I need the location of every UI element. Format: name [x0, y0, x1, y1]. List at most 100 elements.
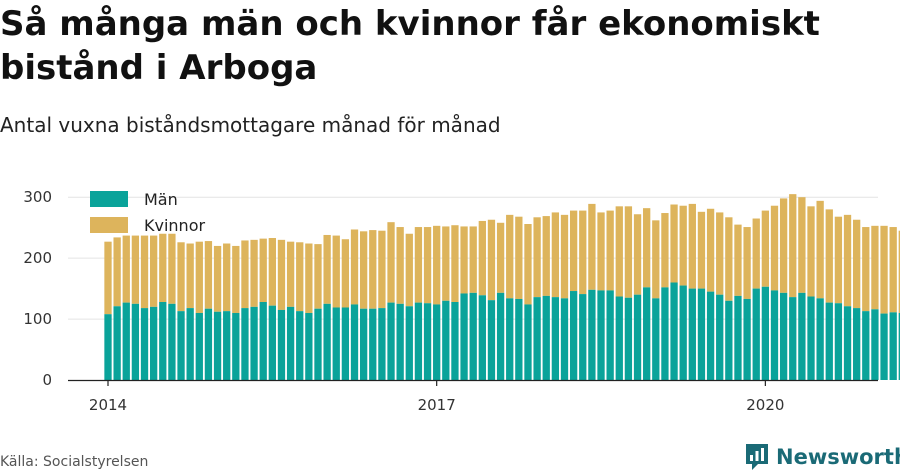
bar-kvinnor [515, 216, 523, 299]
bar-man [606, 290, 614, 380]
bar-man [770, 290, 779, 380]
bar-man [250, 306, 258, 380]
bar-kvinnor [177, 242, 185, 312]
bar-kvinnor [405, 233, 413, 307]
bar-kvinnor [451, 225, 459, 302]
bar-man [396, 303, 404, 380]
bar-man [350, 304, 359, 380]
bar-man [433, 304, 441, 380]
bar-man [150, 306, 158, 380]
bar-kvinnor [524, 224, 532, 305]
bar-man [387, 302, 395, 380]
bar-man [131, 303, 140, 380]
bar-kvinnor [442, 226, 450, 301]
brand-name: Newsworthy [776, 445, 900, 469]
y-tick-label: 300 [23, 188, 52, 206]
bar-kvinnor [779, 198, 788, 293]
bar-man [706, 291, 715, 380]
bar-man [789, 297, 797, 380]
bar-kvinnor [761, 210, 770, 287]
bar-kvinnor [743, 227, 751, 299]
bar-kvinnor [496, 222, 505, 293]
bar-kvinnor [843, 214, 852, 307]
bar-man [853, 308, 861, 380]
bar-kvinnor [560, 214, 569, 299]
bar-kvinnor [359, 231, 368, 309]
bar-man [186, 308, 194, 380]
bar-kvinnor [150, 235, 158, 307]
bar-kvinnor [880, 225, 888, 314]
x-tick-label: 2014 [89, 396, 127, 414]
bar-kvinnor [277, 239, 286, 310]
bar-man [725, 300, 733, 380]
chart-subtitle: Antal vuxna biståndsmottagare månad för … [0, 113, 501, 137]
bar-man [213, 311, 222, 380]
bar-kvinnor [241, 240, 249, 309]
bar-man [716, 294, 724, 380]
legend-swatch-men [90, 191, 128, 207]
bar-man [697, 288, 706, 380]
bar-kvinnor [862, 227, 870, 312]
bar-kvinnor [232, 245, 240, 313]
bar-man [341, 307, 350, 380]
newsworthy-logo[interactable]: Newsworthy [744, 440, 900, 474]
bar-man [259, 302, 267, 380]
bar-kvinnor [250, 239, 258, 307]
bar-man [560, 298, 569, 380]
bar-man [871, 309, 879, 380]
x-tick-label: 2020 [746, 396, 784, 414]
bar-kvinnor [597, 212, 605, 291]
bar-man [323, 303, 331, 380]
bar-man [633, 294, 642, 380]
bar-kvinnor [268, 238, 276, 306]
bar-kvinnor [487, 219, 496, 301]
bar-kvinnor [414, 227, 423, 303]
y-tick-label: 100 [23, 310, 52, 328]
bar-kvinnor [113, 237, 121, 307]
bar-kvinnor [889, 227, 897, 313]
bar-kvinnor [871, 225, 879, 310]
bar-kvinnor [369, 230, 377, 309]
bar-man [779, 292, 788, 380]
bar-kvinnor [706, 208, 715, 292]
newsworthy-logo-icon [746, 444, 768, 470]
bar-man [515, 298, 523, 380]
bar-man [524, 304, 532, 380]
bar-kvinnor [533, 217, 541, 298]
bar-man [442, 300, 450, 380]
bar-kvinnor [314, 244, 322, 309]
bar-man [615, 296, 623, 380]
bar-man [487, 300, 496, 380]
bar-kvinnor [341, 239, 350, 308]
bar-man [469, 292, 477, 380]
bar-kvinnor [661, 213, 669, 288]
x-axis: 2014201720202022 [68, 379, 878, 414]
bar-man [140, 308, 149, 380]
bar-man [889, 312, 897, 380]
bar-man [569, 291, 578, 380]
bar-kvinnor [816, 200, 824, 299]
bar-kvinnor [305, 243, 313, 313]
bar-man [679, 285, 687, 380]
bar-man [670, 282, 678, 380]
bar-kvinnor [323, 234, 331, 304]
bar-kvinnor [478, 220, 486, 296]
bar-kvinnor [643, 208, 651, 288]
bar-man [478, 295, 486, 380]
bar-man [862, 311, 870, 380]
legend-swatch-women [90, 217, 128, 233]
bar-man [533, 297, 541, 380]
bar-kvinnor [551, 212, 560, 298]
bar-man [496, 292, 505, 380]
bar-man [113, 306, 121, 380]
legend-label-women: Kvinnor [144, 215, 206, 235]
bar-kvinnor [195, 241, 203, 313]
bar-man [286, 306, 295, 380]
bar-man [588, 289, 596, 380]
bar-man [332, 307, 340, 380]
bar-man [405, 306, 413, 380]
bar-kvinnor [734, 224, 742, 296]
bar-man [752, 288, 760, 380]
bar-kvinnor [834, 216, 843, 304]
